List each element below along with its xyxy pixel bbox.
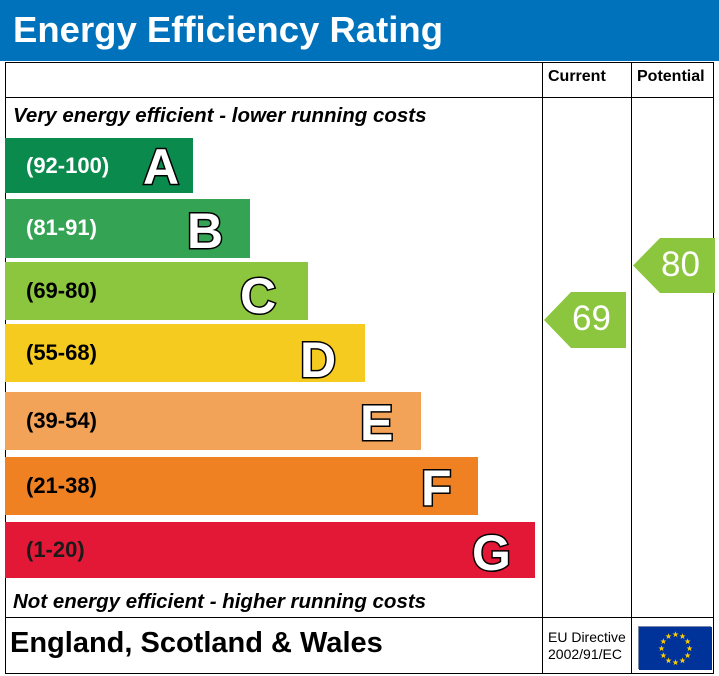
svg-text:D: D	[300, 332, 336, 388]
svg-text:B: B	[187, 203, 223, 259]
svg-text:G: G	[472, 525, 511, 581]
svg-text:A: A	[143, 139, 179, 195]
svg-text:E: E	[360, 395, 393, 451]
svg-text:C: C	[240, 268, 276, 324]
svg-text:F: F	[421, 460, 452, 516]
